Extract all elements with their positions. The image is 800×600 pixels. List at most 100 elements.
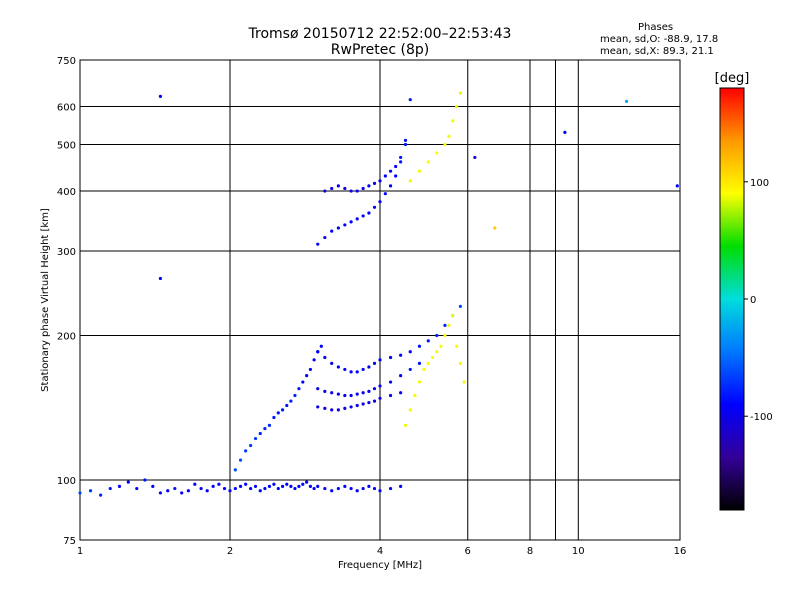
data-point: [267, 423, 272, 427]
data-point: [355, 217, 359, 221]
colorbar-tick-label: -100: [750, 412, 773, 423]
data-point: [399, 155, 403, 160]
phases-line-x: mean, sd,X: 89.3, 21.1: [600, 46, 714, 57]
colorbar: [719, 87, 745, 511]
data-point: [349, 220, 353, 224]
data-point: [417, 344, 422, 348]
data-point: [158, 94, 163, 98]
data-point: [378, 384, 382, 388]
data-point: [394, 174, 398, 178]
data-point: [258, 489, 262, 493]
data-point: [316, 387, 320, 391]
data-point: [316, 484, 320, 488]
phases-line-o: mean, sd,O: -88.9, 17.8: [600, 34, 719, 45]
data-point: [361, 186, 365, 191]
data-point: [473, 155, 477, 160]
data-point: [439, 344, 443, 348]
data-point: [238, 484, 243, 488]
data-point: [301, 482, 305, 486]
data-point: [403, 142, 408, 147]
y-tick-label: 200: [57, 332, 76, 343]
data-point: [417, 380, 422, 384]
data-point: [336, 226, 340, 230]
y-tick-label: 300: [57, 247, 76, 258]
x-tick-label: 4: [377, 546, 383, 557]
y-tick-label: 100: [57, 476, 76, 487]
data-point: [289, 484, 293, 488]
data-point: [323, 189, 327, 193]
data-point: [319, 344, 323, 348]
data-point: [244, 449, 248, 453]
data-point: [151, 484, 155, 488]
chart-title: Tromsø 20150712 22:52:00–22:53:43 RwPret…: [230, 26, 530, 58]
data-point: [426, 339, 430, 343]
data-point: [199, 486, 203, 491]
data-point: [361, 486, 365, 491]
data-point: [455, 104, 459, 109]
data-point: [493, 226, 497, 230]
data-point: [388, 380, 393, 384]
colorbar-tick-label: 0: [750, 295, 756, 306]
data-point: [222, 486, 227, 491]
data-point: [135, 486, 139, 491]
x-tick-label: 16: [674, 546, 687, 557]
data-point: [253, 484, 258, 488]
phases-summary: Phases mean, sd,O: -88.9, 17.8 mean, sd,…: [600, 22, 800, 58]
data-point: [355, 403, 359, 408]
data-point: [422, 367, 426, 372]
data-point: [343, 484, 347, 488]
data-point: [323, 486, 327, 491]
data-point: [408, 350, 412, 354]
data-point: [267, 484, 272, 488]
data-point: [408, 367, 412, 372]
data-point: [323, 406, 327, 411]
data-point: [378, 396, 382, 400]
data-point: [361, 214, 365, 218]
data-point: [372, 387, 377, 391]
data-point: [435, 350, 439, 354]
data-point: [372, 486, 377, 491]
data-point: [276, 411, 280, 415]
data-point: [336, 392, 340, 396]
data-point: [276, 486, 280, 491]
data-point: [394, 164, 398, 169]
colorbar-label: [deg]: [715, 71, 750, 86]
data-point: [78, 491, 82, 495]
data-point: [408, 98, 412, 102]
data-point: [355, 189, 359, 193]
data-point: [126, 480, 130, 484]
data-point: [253, 436, 258, 441]
chart-title-line1: Tromsø 20150712 22:52:00–22:53:43: [248, 26, 512, 42]
data-point: [435, 151, 439, 155]
data-point: [158, 491, 163, 495]
data-point: [330, 229, 334, 233]
data-point: [408, 179, 412, 183]
data-point: [451, 119, 455, 123]
x-axis-label: Frequency [MHz]: [338, 560, 422, 571]
data-point: [336, 184, 340, 188]
data-point: [211, 484, 215, 488]
data-point: [413, 393, 417, 398]
x-tick-label: 10: [572, 546, 585, 557]
data-point: [308, 484, 313, 488]
data-point: [383, 174, 387, 178]
data-point: [349, 370, 353, 374]
data-point: [263, 426, 267, 431]
data-point: [173, 486, 177, 491]
data-point: [280, 484, 285, 488]
data-point: [355, 370, 359, 374]
data-point: [367, 211, 371, 215]
data-point: [88, 489, 93, 493]
data-point: [285, 482, 289, 486]
data-point: [305, 374, 309, 378]
data-point: [280, 408, 285, 412]
y-tick-label: 750: [57, 56, 76, 67]
data-point: [312, 358, 316, 362]
data-point: [426, 361, 430, 365]
data-point: [323, 235, 327, 240]
data-point: [343, 393, 347, 398]
data-point: [367, 365, 371, 369]
data-point: [443, 323, 447, 327]
y-tick-label: 500: [57, 141, 76, 152]
data-point: [158, 276, 163, 281]
